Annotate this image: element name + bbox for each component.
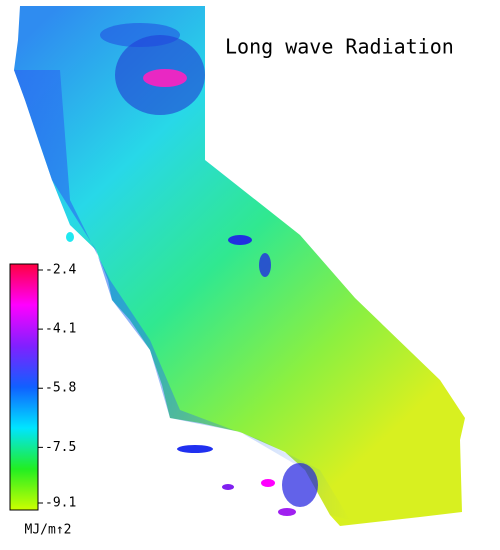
colorbar-ramp [9,263,39,511]
map-title: Long wave Radiation [225,35,454,59]
colorbar-tick-label: -9.1 [45,496,76,511]
mountain-region [100,23,180,47]
colorbar-tick-label: -2.4 [45,263,76,278]
colorbar-unit: MJ/m↑2 [25,523,72,538]
lake [228,235,252,245]
mountain-peak [143,69,187,87]
california [14,6,465,526]
island [278,508,296,516]
lake [259,253,271,277]
island [177,445,213,453]
colorbar: -2.4 -4.1 -5.8 -7.5 -9.1 [9,263,76,511]
colorbar-tick-label: -7.5 [45,440,76,455]
island [66,232,74,242]
island [222,484,234,490]
island [261,479,275,487]
state-shape [14,6,465,526]
colorbar-tick-label: -5.8 [45,381,76,396]
coast-shade [282,463,318,507]
coast-shade [14,70,350,520]
colorbar-tick-label: -4.1 [45,322,76,337]
